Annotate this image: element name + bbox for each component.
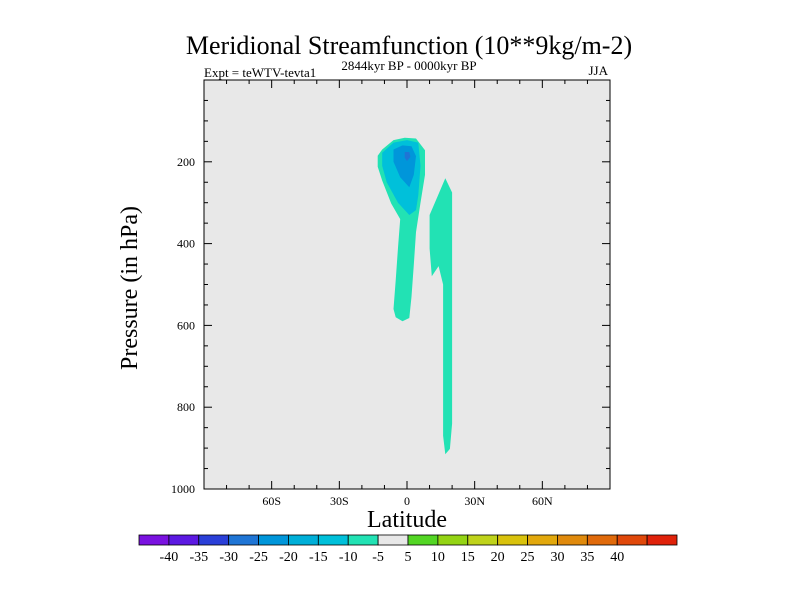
- subtitle-expt: Expt = teWTV-tevta1: [204, 65, 316, 80]
- colorbar-swatch: [407, 534, 439, 546]
- colorbar: [138, 534, 678, 546]
- x-axis-label: Latitude: [367, 507, 447, 533]
- contour-region-5: [404, 152, 411, 161]
- colorbar-label: -25: [249, 550, 268, 565]
- x-tick-label: 60N: [532, 494, 553, 508]
- colorbar-swatch: [557, 534, 588, 546]
- contour-region-4: [393, 145, 416, 188]
- colorbar-label: 20: [491, 550, 505, 565]
- colorbar-label: 30: [550, 550, 564, 565]
- contour-region-2: [429, 178, 453, 455]
- colorbar-label: -35: [189, 550, 208, 565]
- colorbar-swatch: [258, 534, 289, 546]
- contour-layer: [377, 137, 453, 455]
- colorbar-label: -15: [309, 550, 328, 565]
- colorbar-label: -5: [372, 550, 384, 565]
- colorbar-swatch: [198, 534, 230, 546]
- colorbar-label: 15: [461, 550, 475, 565]
- colorbar-label: -10: [339, 550, 358, 565]
- colorbar-swatch: [497, 534, 528, 546]
- plot-frame: [203, 79, 611, 490]
- colorbar-label: 5: [405, 550, 412, 565]
- x-tick-labels: 60S 30S 0 30N 60N: [262, 494, 553, 508]
- y-tick-labels: 200 400 600 800 1000: [171, 155, 195, 496]
- colorbar-swatch: [168, 534, 200, 546]
- colorbar-swatch: [646, 534, 678, 546]
- colorbar-swatch: [228, 534, 259, 546]
- y-axis-label: Pressure (in hPa): [117, 206, 143, 370]
- x-tick-label: 30S: [330, 494, 349, 508]
- colorbar-label: 25: [521, 550, 535, 565]
- colorbar-label: -30: [219, 550, 238, 565]
- colorbar-label: -40: [160, 550, 179, 565]
- colorbar-swatch: [377, 534, 409, 546]
- x-tick-label: 60S: [262, 494, 281, 508]
- chart-title: Meridional Streamfunction (10**9kg/m-2): [186, 31, 632, 60]
- x-tick-label: 30N: [464, 494, 485, 508]
- y-tick-label: 1000: [171, 482, 195, 496]
- colorbar-swatch: [138, 534, 170, 546]
- colorbar-swatch: [317, 534, 349, 546]
- colorbar-swatch: [616, 534, 648, 546]
- colorbar-swatch: [437, 534, 469, 546]
- colorbar-label: 35: [580, 550, 594, 565]
- colorbar-swatch: [288, 534, 319, 546]
- y-tick-label: 800: [177, 400, 195, 414]
- subtitle-season: JJA: [588, 63, 608, 78]
- subtitle-period: 2844kyr BP - 0000kyr BP: [341, 58, 476, 73]
- colorbar-swatch: [586, 534, 618, 546]
- colorbar-label: -20: [279, 550, 298, 565]
- y-tick-label: 400: [177, 237, 195, 251]
- colorbar-swatch: [527, 534, 558, 546]
- y-tick-label: 600: [177, 318, 195, 332]
- colorbar-swatch: [347, 534, 379, 546]
- colorbar-labels: -40 -35 -30 -25 -20 -15 -10 -5 5 10 15 20 25 30 35 40: [160, 550, 625, 565]
- colorbar-label: 40: [610, 550, 624, 565]
- x-tick-label: 0: [404, 494, 410, 508]
- colorbar-swatch: [467, 534, 499, 546]
- y-tick-label: 200: [177, 155, 195, 169]
- colorbar-label: 10: [431, 550, 445, 565]
